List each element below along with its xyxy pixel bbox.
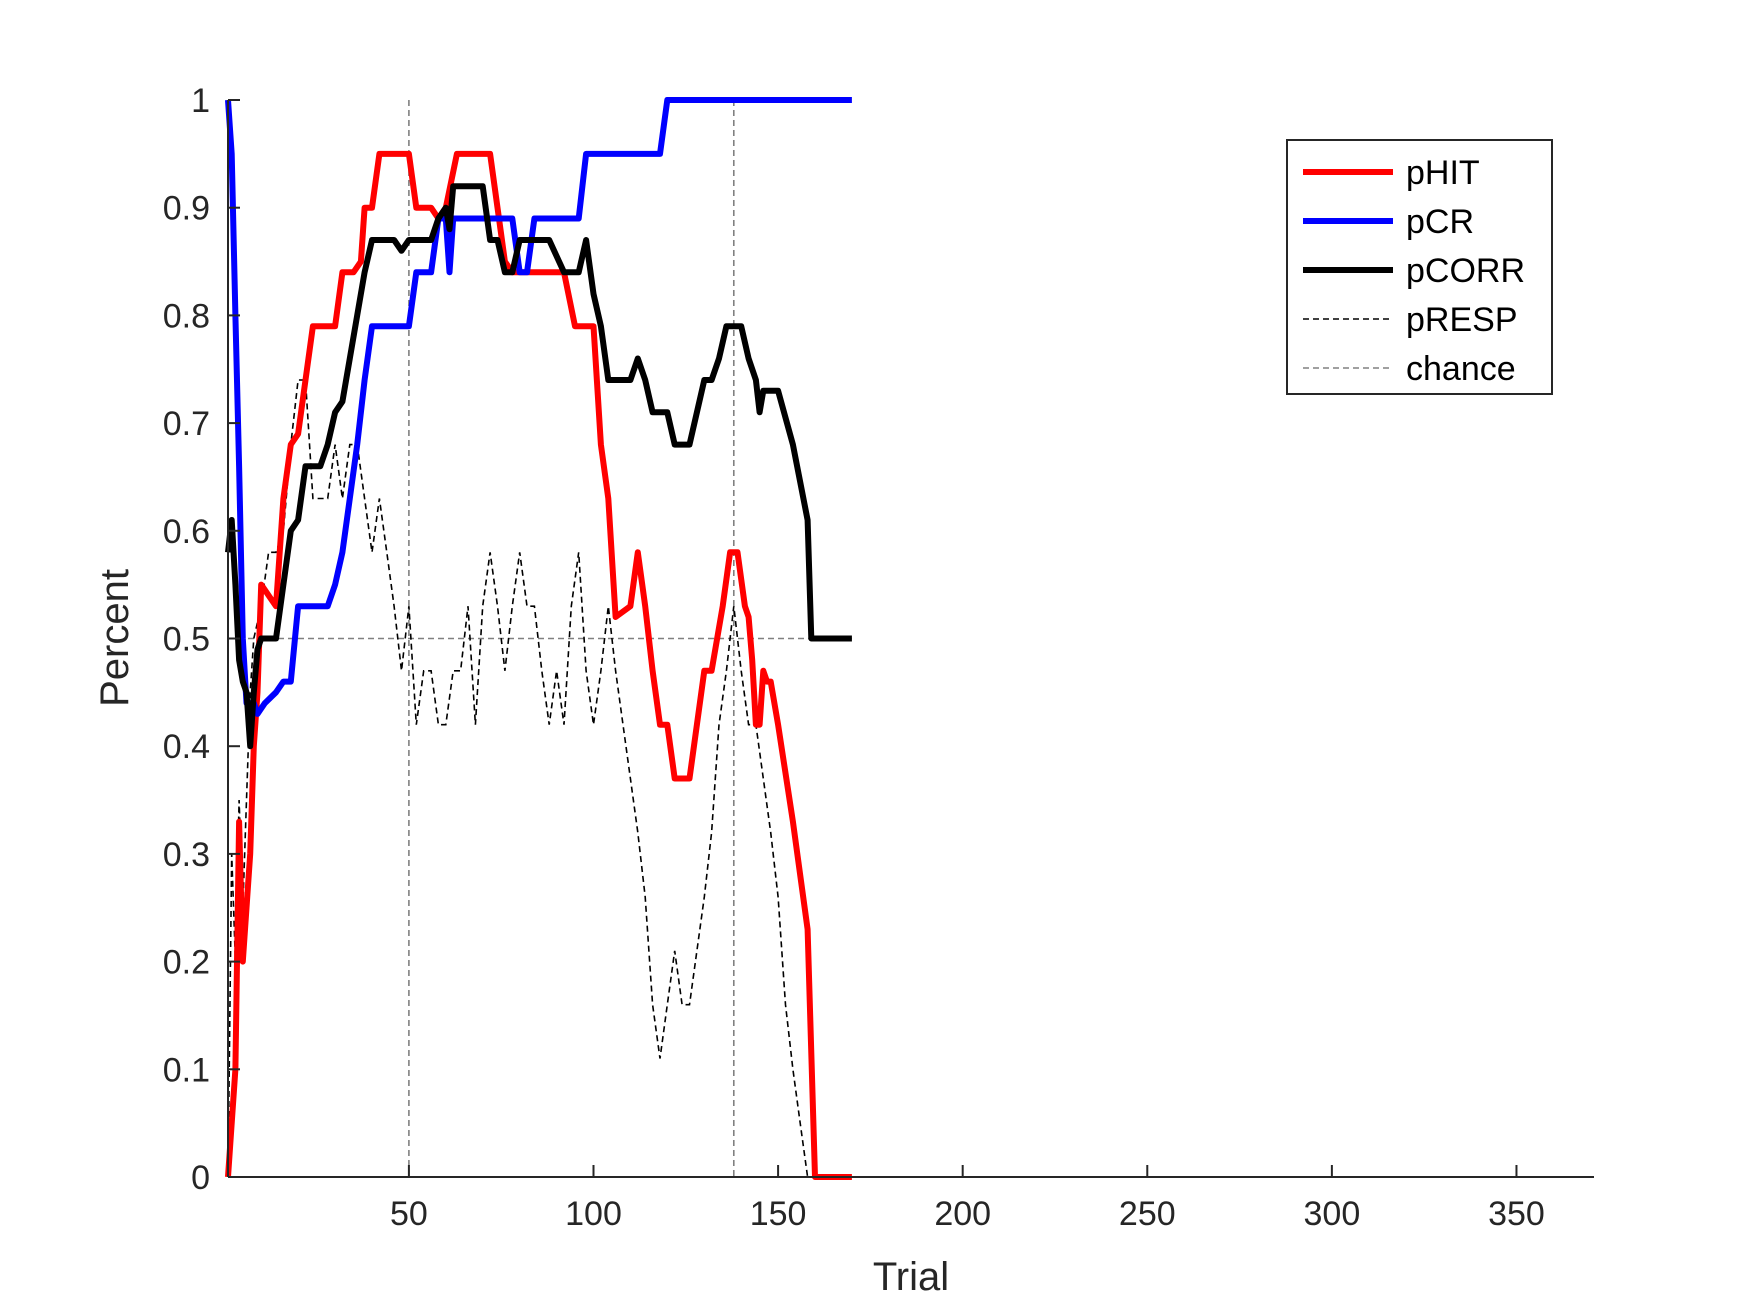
x-tick-label: 300 [1304, 1195, 1361, 1233]
y-tick-label: 0 [191, 1159, 210, 1197]
y-tick-label: 0.8 [163, 297, 210, 335]
y-ticks: 0 0.1 0.2 0.3 0.4 0.5 0.6 0.7 0.8 0.9 1 [163, 82, 240, 1197]
y-tick-label: 0.6 [163, 513, 210, 551]
series-layer [225, 97, 852, 1180]
x-axis-label: Trial [873, 1255, 949, 1299]
series-line-presp [227, 379, 838, 1178]
series-line-pcorr [225, 183, 852, 750]
series-line-phit [225, 150, 852, 1180]
legend: pHIT pCR pCORR pRESP chance [1286, 139, 1553, 395]
x-tick-label: 350 [1488, 1195, 1545, 1233]
y-tick-label: 0.5 [163, 621, 210, 659]
y-tick-label: 0.2 [163, 944, 210, 982]
y-tick-label: 0.7 [163, 405, 210, 443]
y-axis-label: Percent [93, 569, 137, 707]
legend-label-phit: pHIT [1406, 154, 1480, 192]
x-tick-label: 250 [1119, 1195, 1176, 1233]
y-tick-label: 0.3 [163, 836, 210, 874]
reference-lines [228, 100, 852, 1177]
x-tick-label: 150 [750, 1195, 807, 1233]
y-tick-label: 1 [191, 82, 210, 120]
x-tick-label: 200 [934, 1195, 991, 1233]
x-ticks: 50 100 150 200 250 300 350 [390, 1165, 1545, 1233]
legend-label-presp: pRESP [1406, 301, 1518, 339]
x-tick-label: 100 [565, 1195, 622, 1233]
y-tick-label: 0.4 [163, 728, 210, 766]
legend-label-pcorr: pCORR [1406, 252, 1525, 290]
x-tick-label: 50 [390, 1195, 428, 1233]
y-tick-label: 0.9 [163, 190, 210, 228]
legend-label-chance: chance [1406, 350, 1516, 388]
series-line-pcr [225, 97, 852, 717]
legend-label-pcr: pCR [1406, 203, 1474, 241]
y-tick-label: 0.1 [163, 1051, 210, 1089]
